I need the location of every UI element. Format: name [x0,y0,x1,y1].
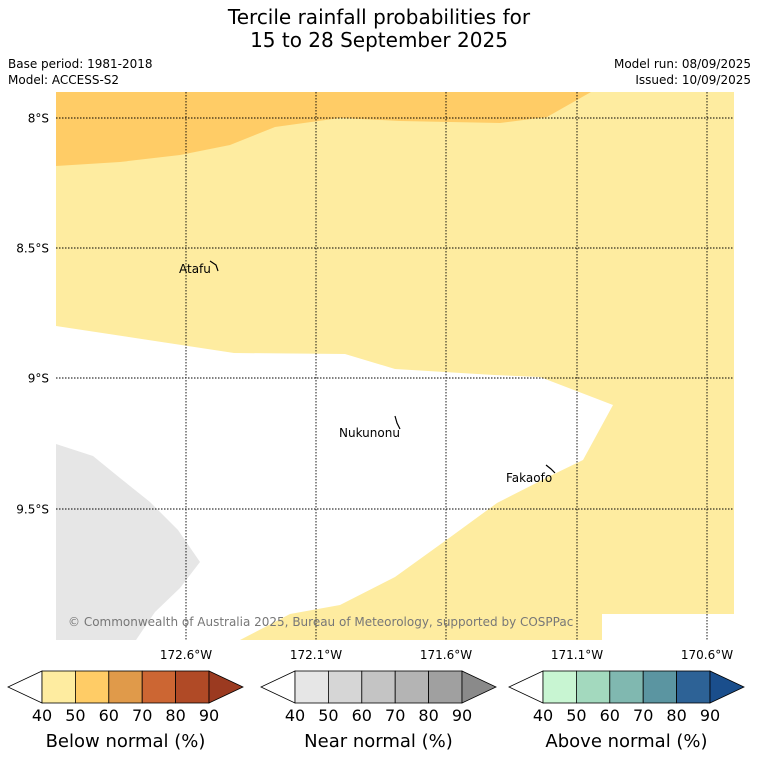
near-normal-colorbar-segment [361,670,396,704]
map-title-line2: 15 to 28 September 2025 [250,28,508,52]
lon-label-170-6w: 170.6°W [681,648,733,662]
lon-label-171-6w: 171.6°W [420,648,472,662]
above-normal-colorbar-tick-label: 60 [600,706,620,725]
below-normal-colorbar-tick-label: 40 [32,706,52,725]
nukunonu-atoll-outline [394,415,401,430]
map-area [56,92,734,640]
near-normal-colorbar-low-extend [260,670,296,704]
above-normal-colorbar-tick-label: 40 [533,706,553,725]
above-normal-colorbar-tick-label: 90 [700,706,720,725]
lon-label-172-6w: 172.6°W [160,648,212,662]
atafu-atoll-outline [209,260,219,272]
above-normal-colorbar-segment [609,670,644,704]
below-normal-colorbar-tick-label: 70 [132,706,152,725]
lon-label-171-1w: 171.1°W [551,648,603,662]
near-normal-colorbar-segment [327,670,363,704]
model-run-text: Model run: 08/09/2025 [613,57,751,71]
near-normal-colorbar-tick-label: 90 [452,706,472,725]
above-normal-colorbar-tick-label: 80 [666,706,686,725]
near-normal-colorbar-segment [428,670,463,704]
below-normal-colorbar-high-extend [208,670,244,704]
near-normal-colorbar-tick-label: 60 [352,706,372,725]
issued-text: Issued: 10/09/2025 [635,73,751,87]
above-normal-colorbar-high-extend [709,670,745,704]
below-normal-colorbar-segment [108,670,143,704]
near-normal-40-50-region [56,444,200,640]
above-normal-colorbar-segment [542,670,577,704]
place-label-nukunonu: Nukunonu [339,426,400,440]
map-title-line1: Tercile rainfall probabilities for [227,5,531,29]
below-normal-colorbar-tick-label: 60 [99,706,119,725]
below-normal-colorbar-segment [141,670,176,704]
near-normal-colorbar-tick-label: 80 [418,706,438,725]
near-normal-colorbar-segment [294,670,329,704]
fakaofo-atoll-outline [545,464,556,474]
above-normal-colorbar-segment [576,670,611,704]
above-normal-colorbar-title: Above normal (%) [545,731,707,752]
below-normal-40-50-region [56,92,734,640]
below-normal-colorbar-title: Below normal (%) [46,731,206,752]
above-normal-colorbar-tick-label: 50 [566,706,586,725]
lat-label-8s: 8°S [28,112,49,126]
below-normal-colorbar-tick-label: 80 [165,706,185,725]
colorbars: 40 50 60 70 80 90 Below normal (%) 40 50 60 70 80 90… [7,670,745,752]
near-normal-colorbar-title: Near normal (%) [304,731,453,752]
near-normal-colorbar-high-extend [461,670,497,704]
place-label-atafu: Atafu [179,262,211,276]
below-normal-50-60-region [56,92,591,166]
lat-label-9-5s: 9.5°S [16,503,49,517]
below-normal-colorbar-tick-label: 90 [199,706,219,725]
near-normal-colorbar-tick-label: 50 [318,706,338,725]
copyright-notice: © Commonwealth of Australia 2025, Bureau… [68,615,573,629]
lat-label-8-5s: 8.5°S [16,242,49,256]
graticule [56,92,734,640]
below-normal-colorbar-low-extend [7,670,43,704]
base-period-text: Base period: 1981-2018 [8,57,153,71]
place-label-fakaofo: Fakaofo [506,471,552,485]
below-normal-colorbar-segment [41,670,76,704]
model-text: Model: ACCESS-S2 [8,73,120,87]
above-normal-colorbar-low-extend [508,670,544,704]
below-normal-colorbar-tick-label: 50 [65,706,85,725]
lat-label-9s: 9°S [28,372,49,386]
below-normal-colorbar-segment [75,670,110,704]
near-normal-colorbar-tick-label: 70 [385,706,405,725]
above-normal-colorbar-segment [642,670,678,704]
above-normal-colorbar-tick-label: 70 [633,706,653,725]
near-normal-colorbar-tick-label: 40 [285,706,305,725]
below-normal-colorbar-segment [175,670,210,704]
near-normal-colorbar-segment [394,670,430,704]
above-normal-colorbar-segment [676,670,711,704]
lon-label-172-1w: 172.1°W [290,648,342,662]
